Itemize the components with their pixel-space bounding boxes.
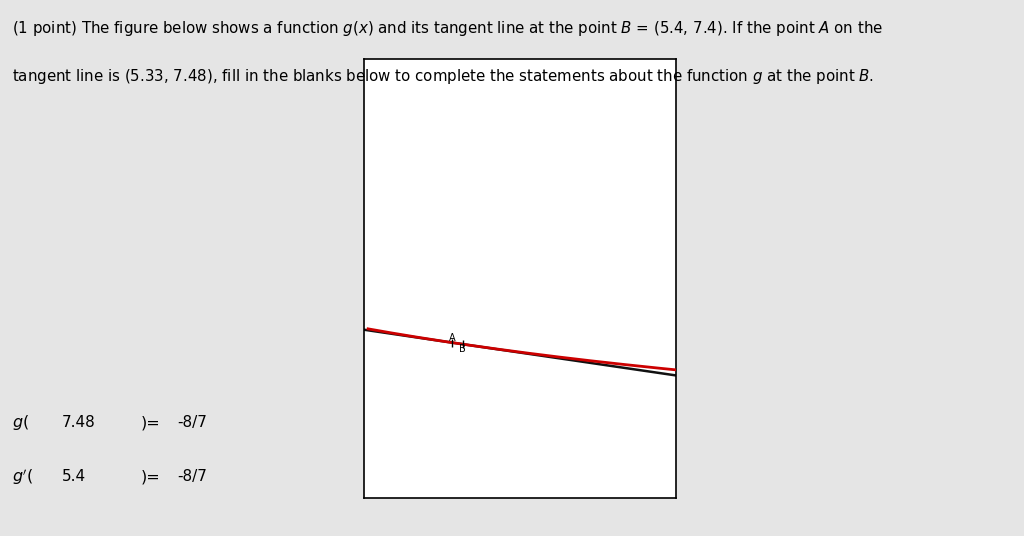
Text: A: A xyxy=(449,333,456,343)
Text: )=: )= xyxy=(140,469,160,484)
Text: )=: )= xyxy=(140,415,160,430)
Text: (1 point) The figure below shows a function $g(x)$ and its tangent line at the p: (1 point) The figure below shows a funct… xyxy=(12,19,884,38)
Text: -8/7: -8/7 xyxy=(177,415,207,430)
Text: $g($: $g($ xyxy=(12,413,30,433)
Text: 5.4: 5.4 xyxy=(61,469,86,484)
Text: -8/7: -8/7 xyxy=(177,469,207,484)
Text: 7.48: 7.48 xyxy=(61,415,95,430)
Text: B: B xyxy=(459,344,466,354)
Text: $g'($: $g'($ xyxy=(12,466,34,487)
Text: tangent line is (5.33, 7.48), fill in the blanks below to complete the statement: tangent line is (5.33, 7.48), fill in th… xyxy=(12,67,874,86)
